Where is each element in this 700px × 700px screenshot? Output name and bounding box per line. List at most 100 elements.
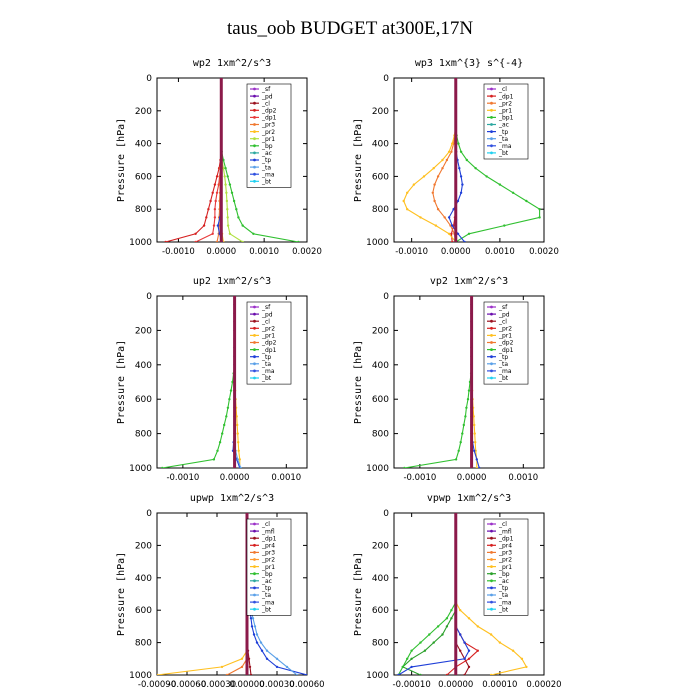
legend-entry: _ac xyxy=(498,122,509,129)
series-point-dp2 xyxy=(215,175,219,178)
series-point-tp xyxy=(475,458,478,461)
y-tick-label: 200 xyxy=(135,326,152,336)
x-tick-label: 0.0020 xyxy=(292,247,322,257)
legend-entry: _dp1 xyxy=(498,347,514,354)
series-point-dp2 xyxy=(213,183,217,186)
series-group xyxy=(164,78,300,242)
legend-marker xyxy=(253,172,256,176)
series-point-pr1 xyxy=(520,657,524,660)
series-point-bp1 xyxy=(474,167,477,170)
legend-marker xyxy=(490,348,493,351)
legend-entry: _sf xyxy=(261,304,271,311)
series-point-pr1 xyxy=(237,449,240,452)
y-tick-label: 0 xyxy=(146,292,152,302)
legend-entry: _bp1 xyxy=(498,115,514,122)
series-point-bp xyxy=(432,641,435,644)
legend-entry: _pr1 xyxy=(261,136,275,143)
legend-entry: _bp xyxy=(261,571,273,578)
series-point-ac xyxy=(406,657,409,660)
legend-marker xyxy=(253,522,256,526)
series-point-tp xyxy=(461,183,464,186)
series-point-tp xyxy=(255,641,259,644)
series-point-dp1 xyxy=(465,406,468,409)
series-point-tp xyxy=(305,673,307,675)
series-point-pr1 xyxy=(498,641,502,644)
series-point-bp1 xyxy=(525,199,528,203)
series-point-bp xyxy=(235,208,238,211)
legend-entry: _bt xyxy=(498,150,509,157)
legend-marker xyxy=(253,579,256,583)
series-point-tp xyxy=(260,649,264,652)
legend-entry: _ma xyxy=(261,599,275,606)
series-point-bp xyxy=(252,232,255,235)
legend-entry: _pr2 xyxy=(498,100,512,107)
legend-entry: _bt xyxy=(498,606,509,613)
panel-title: upwp 1xm^2/s^3 xyxy=(190,493,274,504)
legend-marker xyxy=(253,305,256,309)
legend-entry: _pr4 xyxy=(261,543,275,550)
series-point-dp1 xyxy=(216,449,219,452)
legend-marker xyxy=(253,144,256,148)
legend-entry: _pr4 xyxy=(498,543,512,550)
series-point-dp2 xyxy=(211,191,214,194)
legend-entry: _dp2 xyxy=(261,340,277,347)
legend-marker xyxy=(253,536,256,540)
series-point-dp1 xyxy=(451,240,454,242)
series-point-tp xyxy=(275,665,279,669)
legend-entry: _bt xyxy=(261,606,272,613)
series-point-ac xyxy=(445,617,449,620)
legend-marker xyxy=(253,369,256,373)
series-point-bp xyxy=(241,224,244,227)
series-point-bp1 xyxy=(498,183,502,186)
series-point-tp xyxy=(216,224,220,227)
series-point-pr1 xyxy=(222,167,225,170)
legend-marker xyxy=(490,151,493,155)
series-point-pr1 xyxy=(237,441,240,444)
legend-entry: _sf xyxy=(261,86,271,93)
legend-marker xyxy=(253,376,256,380)
series-point-ta xyxy=(259,641,263,644)
series-line-pr4 xyxy=(446,513,479,675)
series-point-dp1 xyxy=(214,199,217,203)
series-point-pr1 xyxy=(225,199,229,203)
y-tick-label: 1000 xyxy=(366,464,389,474)
legend-marker xyxy=(253,600,256,604)
series-point-pr2 xyxy=(431,191,434,194)
series-point-bp xyxy=(410,657,413,660)
legend-marker xyxy=(490,334,493,337)
y-tick-label: 0 xyxy=(383,74,389,84)
series-point-pr1 xyxy=(473,423,476,427)
legend-entry: _dp1 xyxy=(261,115,277,122)
y-tick-label: 800 xyxy=(372,205,389,215)
y-axis-label: Pressure [hPa] xyxy=(116,118,127,202)
legend-entry: _ta xyxy=(261,361,271,368)
series-point-pr1 xyxy=(451,142,454,145)
legend-marker xyxy=(253,593,256,597)
series-point-tp xyxy=(463,240,466,242)
series-point-tp xyxy=(451,224,454,227)
plot-frame xyxy=(393,512,545,676)
legend-entry: _pr3 xyxy=(498,550,512,557)
series-point-pr1 xyxy=(402,199,405,203)
y-tick-label: 800 xyxy=(135,205,152,215)
series-point-pr2 xyxy=(445,158,449,162)
series-point-ta xyxy=(239,466,242,468)
y-tick-label: 400 xyxy=(135,361,152,371)
series-point-ac xyxy=(450,609,453,612)
legend: _cl_dp1_pr2_pr1_bp1_ac_tp_ta_ma_bt xyxy=(483,83,529,160)
x-tick-label: -0.0010 xyxy=(166,473,199,483)
legend-entry: _pr2 xyxy=(261,326,275,333)
series-point-pr1 xyxy=(459,609,462,612)
y-axis-label: Pressure [hPa] xyxy=(353,552,364,636)
panel-title: up2 1xm^2/s^3 xyxy=(193,276,271,287)
series-point-pr2 xyxy=(449,224,452,227)
legend-marker xyxy=(253,565,256,568)
series-point-ac xyxy=(428,633,431,636)
series-point-pr2 xyxy=(436,208,440,211)
series-point-dp1 xyxy=(461,432,464,435)
legend-marker xyxy=(490,137,493,141)
y-axis-label: Pressure [hPa] xyxy=(353,340,364,424)
legend-entry: _dp2 xyxy=(498,340,514,347)
legend-marker xyxy=(253,87,256,91)
legend-marker xyxy=(490,565,493,568)
